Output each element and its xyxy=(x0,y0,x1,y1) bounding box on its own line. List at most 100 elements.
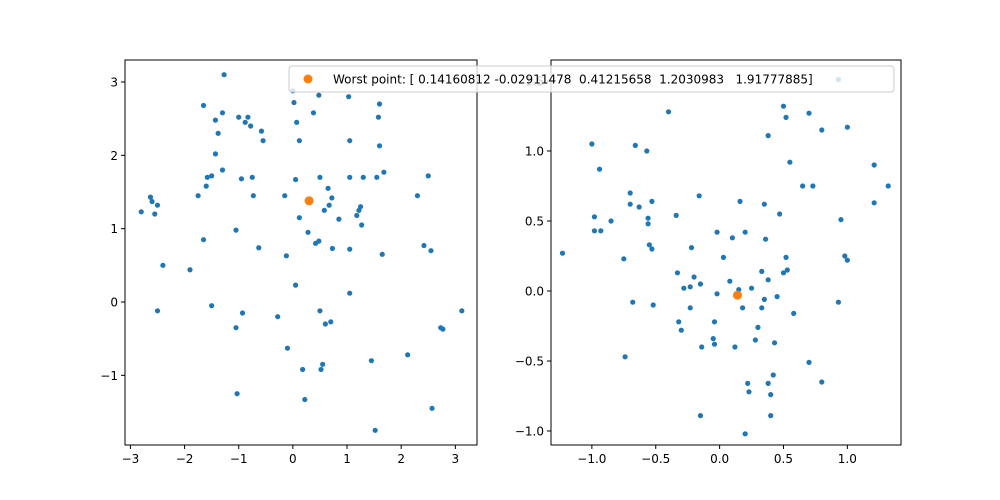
data-point xyxy=(697,413,704,419)
data-point xyxy=(154,202,161,208)
data-point xyxy=(329,195,335,201)
data-point xyxy=(234,391,240,397)
data-point xyxy=(608,218,614,224)
data-point xyxy=(688,245,695,251)
data-point xyxy=(440,326,446,332)
y-tick-label: 1 xyxy=(110,222,118,236)
data-point xyxy=(138,209,144,215)
x-tick-label: 0.5 xyxy=(774,452,793,466)
data-point xyxy=(250,193,256,199)
data-point xyxy=(676,319,682,325)
y-tick-label: 3 xyxy=(110,76,118,90)
x-tick-label: 1.0 xyxy=(838,452,857,466)
data-point xyxy=(771,340,778,346)
data-point xyxy=(215,130,221,136)
data-point xyxy=(645,221,651,227)
data-point xyxy=(783,254,789,260)
data-point xyxy=(203,183,209,189)
data-point xyxy=(596,166,603,172)
data-point xyxy=(187,267,193,273)
data-point xyxy=(316,92,322,98)
data-point xyxy=(800,183,806,189)
data-point xyxy=(300,366,306,373)
data-point xyxy=(428,248,434,254)
data-point xyxy=(212,117,219,123)
data-point xyxy=(242,119,248,125)
axes-frame xyxy=(124,59,478,446)
data-point xyxy=(296,215,302,221)
data-point xyxy=(806,110,812,116)
data-point xyxy=(347,138,353,144)
data-point xyxy=(381,169,387,175)
data-point xyxy=(665,109,672,115)
data-point xyxy=(152,211,158,217)
data-point xyxy=(645,215,651,221)
y-tick-label: 0.0 xyxy=(525,285,544,299)
data-point xyxy=(777,211,783,217)
x-tick-label: 2 xyxy=(397,452,405,466)
data-point xyxy=(275,314,281,320)
data-point xyxy=(742,431,748,437)
worst-point xyxy=(304,196,314,206)
data-point xyxy=(819,127,825,133)
data-point xyxy=(740,305,746,311)
x-tick-label: 1 xyxy=(343,452,351,466)
data-point xyxy=(204,174,210,180)
data-point xyxy=(780,103,787,109)
data-point xyxy=(200,237,207,243)
data-point xyxy=(347,246,353,252)
data-point xyxy=(248,123,254,129)
x-tick-label: −1.0 xyxy=(577,452,606,466)
axes-frame xyxy=(550,59,902,446)
data-point xyxy=(291,99,297,106)
y-tick-label: 0 xyxy=(110,296,118,310)
data-point xyxy=(627,201,633,207)
data-point xyxy=(780,270,787,276)
data-point xyxy=(405,352,411,358)
data-point xyxy=(322,321,328,327)
x-tick-label: −2 xyxy=(176,452,194,466)
data-point xyxy=(346,94,352,100)
data-point xyxy=(699,344,705,350)
y-tick-label: 1.0 xyxy=(525,145,544,159)
data-point xyxy=(835,299,842,305)
data-point xyxy=(221,72,227,78)
data-point xyxy=(336,216,342,222)
right-scatter-plot: −1.0−0.50.00.51.0−1.0−0.50.00.51.01.5 xyxy=(515,59,902,466)
data-point xyxy=(354,212,360,219)
data-point xyxy=(236,114,242,120)
data-point xyxy=(376,143,383,149)
data-point xyxy=(233,325,239,331)
legend-marker xyxy=(303,74,313,84)
data-point xyxy=(589,141,595,147)
data-point xyxy=(630,299,636,305)
data-point xyxy=(238,176,245,182)
data-point xyxy=(282,193,288,199)
data-point xyxy=(233,227,239,233)
data-point xyxy=(292,176,299,183)
data-point xyxy=(787,159,793,165)
x-tick-label: 0.0 xyxy=(710,452,729,466)
data-point xyxy=(714,229,720,235)
data-point xyxy=(696,193,702,199)
data-point xyxy=(359,222,365,228)
data-point xyxy=(627,190,633,196)
data-point xyxy=(591,214,598,220)
data-point xyxy=(710,336,716,342)
data-point xyxy=(732,344,738,350)
data-point xyxy=(374,174,380,180)
data-point xyxy=(838,217,844,223)
y-tick-label: 2 xyxy=(110,149,118,163)
worst-point xyxy=(732,290,742,300)
data-point xyxy=(317,174,323,180)
data-point xyxy=(219,167,226,173)
data-point xyxy=(644,148,650,154)
data-point xyxy=(844,257,850,263)
data-point xyxy=(591,228,598,234)
data-point xyxy=(294,119,300,125)
data-point xyxy=(765,133,771,139)
data-point xyxy=(283,253,289,259)
data-point xyxy=(632,142,638,148)
data-point xyxy=(871,162,877,168)
data-point xyxy=(752,337,758,343)
